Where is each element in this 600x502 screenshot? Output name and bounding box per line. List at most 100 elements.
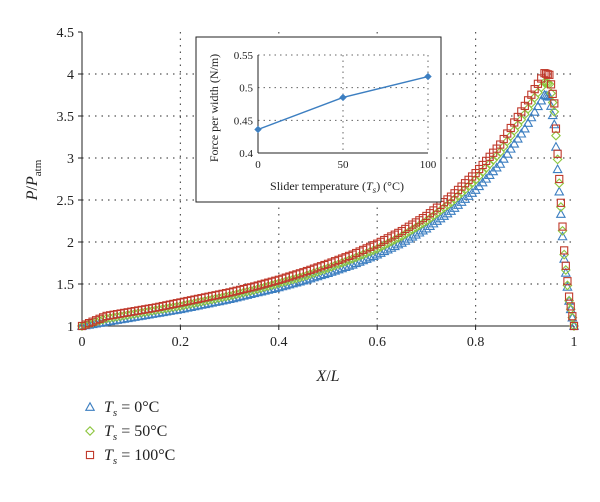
y-tick-label: 3.5: [57, 110, 75, 125]
data-point: [552, 163, 563, 174]
inset-y-tick-label: 0.55: [234, 50, 254, 62]
data-point: [459, 193, 471, 203]
y-tick-label: 2.5: [57, 194, 75, 209]
data-point: [554, 186, 565, 196]
data-point: [505, 143, 516, 153]
data-point: [463, 190, 474, 200]
data-point: [532, 100, 544, 111]
data-point: [77, 321, 87, 331]
data-point: [554, 178, 565, 189]
y-tick-label: 3: [67, 152, 74, 167]
data-point: [431, 215, 443, 225]
data-point: [516, 128, 527, 138]
data-point: [519, 123, 530, 133]
data-point: [543, 70, 552, 79]
inset-y-tick-label: 0.45: [234, 115, 254, 127]
data-point: [466, 187, 478, 197]
data-point: [379, 245, 390, 256]
data-point: [340, 261, 351, 271]
data-point: [526, 112, 537, 122]
data-point: [498, 153, 509, 163]
data-point: [561, 261, 570, 270]
data-point: [365, 252, 376, 262]
data-point: [94, 315, 105, 326]
x-tick-label: 0.2: [172, 335, 190, 350]
data-point: [449, 202, 460, 212]
x-tick-label: 0.4: [270, 335, 288, 350]
data-point: [509, 138, 520, 148]
data-point: [549, 106, 560, 117]
legend-marker-diamond: [85, 426, 95, 436]
data-point: [545, 70, 554, 79]
data-point: [548, 89, 557, 98]
data-point: [568, 312, 577, 321]
y-tick-label: 4.5: [57, 26, 75, 41]
data-point: [417, 225, 429, 235]
series-diamond: [77, 77, 579, 331]
data-point: [438, 210, 450, 220]
data-point: [560, 265, 571, 275]
data-point: [382, 244, 393, 254]
series-square: [77, 69, 579, 331]
data-point: [512, 133, 523, 143]
data-point: [351, 252, 362, 263]
data-point: [559, 249, 570, 260]
legend-marker-triangle: [84, 401, 96, 411]
data-point: [337, 257, 348, 268]
data-point: [477, 166, 488, 177]
data-point: [435, 213, 446, 223]
inset-y-tick-label: 0.5: [239, 83, 253, 95]
data-point: [569, 321, 579, 331]
data-point: [375, 247, 386, 257]
data-point: [442, 200, 453, 211]
x-tick-label: 0.8: [467, 335, 485, 350]
x-tick-label: 0: [79, 335, 86, 350]
legend: Ts = 0°C Ts = 50°C Ts = 100°C: [84, 399, 175, 467]
data-point: [393, 239, 404, 249]
x-tick-label: 0.6: [368, 335, 386, 350]
data-point: [424, 220, 436, 230]
data-point: [546, 80, 556, 89]
data-point: [558, 222, 567, 231]
data-point: [564, 295, 575, 306]
data-point: [442, 208, 453, 218]
data-point: [547, 109, 558, 120]
data-point: [552, 154, 563, 165]
data-point: [555, 208, 567, 218]
data-point: [354, 256, 365, 266]
data-point: [343, 260, 355, 270]
data-point: [463, 181, 474, 192]
legend-label: Ts = 50°C: [104, 423, 167, 443]
legend-label: Ts = 100°C: [104, 447, 175, 467]
data-point: [336, 262, 348, 273]
data-point: [566, 302, 575, 311]
data-point: [449, 194, 460, 205]
inset-data-point: [254, 125, 262, 134]
x-axis-title: X/L: [315, 368, 339, 385]
inset-y-tick-label: 0.4: [239, 148, 253, 160]
data-point: [481, 162, 492, 173]
data-point: [553, 149, 562, 158]
data-point: [446, 197, 456, 208]
y-tick-label: 1.5: [57, 278, 75, 293]
data-point: [491, 151, 502, 162]
data-point: [565, 304, 576, 315]
data-point: [567, 312, 578, 323]
data-point: [467, 178, 478, 189]
data-point: [564, 292, 574, 301]
data-point: [453, 191, 464, 202]
data-point: [555, 202, 566, 212]
legend-marker-square: [85, 450, 95, 460]
data-point: [389, 240, 400, 251]
data-point: [536, 95, 547, 105]
data-point: [567, 312, 578, 322]
x-tick-label: 1: [571, 335, 578, 350]
data-point: [557, 225, 568, 236]
data-point: [555, 174, 564, 184]
data-point: [545, 100, 557, 110]
inset-x-tick-label: 100: [420, 159, 437, 171]
inset-x-tick-label: 50: [338, 159, 350, 171]
y-tick-label: 2: [67, 236, 74, 251]
data-point: [460, 184, 471, 195]
